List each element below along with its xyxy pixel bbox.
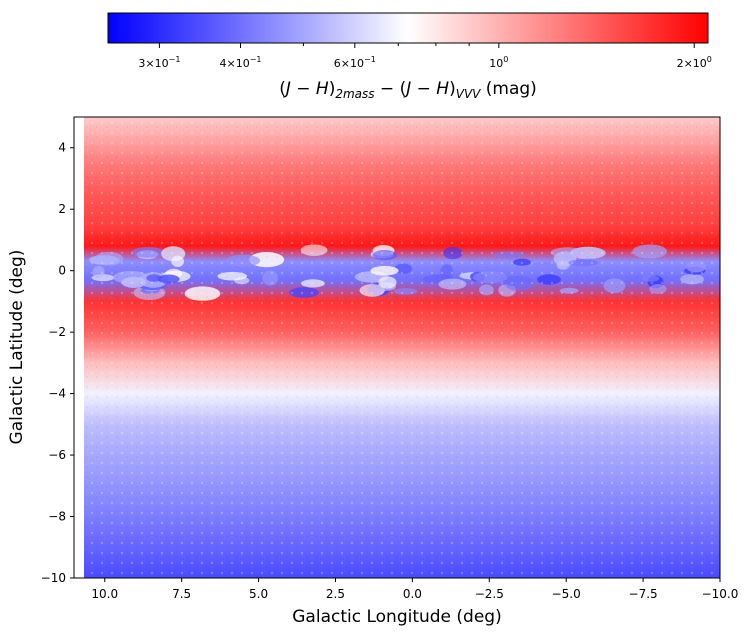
x-tick-label: 0.0: [403, 587, 422, 601]
y-tick-label: 4: [58, 141, 66, 155]
x-tick-label: −10.0: [702, 587, 739, 601]
x-axis-label: Galactic Longitude (deg): [292, 607, 501, 627]
x-tick-label: −2.5: [475, 587, 504, 601]
y-tick-label: −8: [48, 510, 66, 524]
colorbar-tick-label: 100: [489, 55, 508, 70]
colorbar-tick-label: 6×10−1: [334, 55, 376, 70]
y-tick-label: 2: [58, 202, 66, 216]
colorbar-gradient: [107, 12, 709, 44]
x-tick-label: 2.5: [326, 587, 345, 601]
colorbar-tick-label: 3×10−1: [138, 55, 180, 70]
x-tick-label: 5.0: [249, 587, 268, 601]
x-tick-label: 10.0: [91, 587, 118, 601]
y-tick-label: −6: [48, 448, 66, 462]
y-tick-label: 0: [58, 264, 66, 278]
colorbar: 3×10−1 4×10−1 6×10−1 100 2×100 (J − H)2mass …: [107, 12, 712, 101]
y-tick-label: −4: [48, 387, 66, 401]
heatmap: [74, 117, 720, 578]
colorbar-tick-label: 4×10−1: [219, 55, 261, 70]
x-axis-ticks: 10.0 7.5 5.0 2.5 0.0 −2.5 −5.0 −7.5 −10.0: [91, 578, 738, 601]
x-tick-label: −5.0: [552, 587, 581, 601]
x-tick-label: −7.5: [629, 587, 658, 601]
heatmap-texture: [84, 117, 720, 578]
colorbar-label: (J − H)2mass − (J − H)VVV (mag): [279, 79, 537, 101]
colorbar-ticks: 3×10−1 4×10−1 6×10−1 100 2×100: [138, 43, 712, 70]
plot-frame: [73, 116, 721, 579]
y-tick-label: −2: [48, 325, 66, 339]
x-tick-label: 7.5: [172, 587, 191, 601]
colorbar-tick-label: 2×100: [677, 55, 712, 70]
y-axis-label: Galactic Latitude (deg): [7, 250, 27, 445]
y-axis-ticks: 4 2 0 −2 −4 −6 −8 −10: [41, 141, 74, 585]
y-tick-label: −10: [41, 571, 66, 585]
